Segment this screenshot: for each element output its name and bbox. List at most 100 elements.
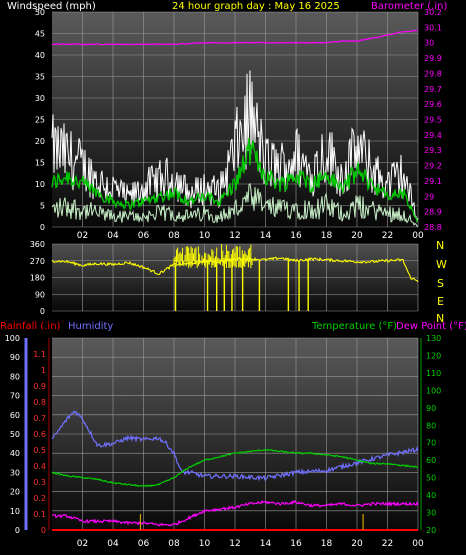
direction-label-e: E	[437, 295, 444, 308]
temperature-y-tick-label: 90	[426, 404, 436, 413]
dewpoint-series	[51, 499, 419, 527]
temperature-y-tick-label: 130	[426, 334, 441, 343]
windspeed-axis-title: Windspeed (mph)	[7, 1, 96, 12]
humidity-y-tick-label: 90	[10, 353, 20, 362]
barometer-y-tick-label: 29.2	[424, 162, 442, 171]
wind-low-series	[51, 182, 419, 228]
barometer-y-tick-label: 28.8	[424, 223, 442, 232]
temperature-y-tick-label: 40	[426, 491, 436, 500]
humidity-y-tick-label: 10	[10, 507, 20, 516]
chart-title: 24 hour graph day : May 16 2025	[172, 1, 340, 12]
wind-x-tick-label: 16	[290, 231, 302, 241]
rainfall-y-tick-label: 0.5	[33, 446, 46, 455]
temperature-y-tick-label: 30	[426, 509, 436, 518]
temperature-y-tick-label: 100	[426, 386, 441, 395]
wind-x-tick-label: 10	[199, 231, 211, 241]
humidity-y-tick-label: 50	[10, 430, 20, 439]
rainfall-y-tick-label: 0.7	[33, 414, 46, 423]
rainfall-y-tick-label: 0.2	[33, 494, 46, 503]
wind-x-tick-label: 12	[229, 231, 240, 241]
humidity-y-tick-label: 60	[10, 411, 20, 420]
direction-y-tick-label: 270	[30, 257, 45, 266]
wind-y-tick-label: 10	[35, 180, 45, 189]
series-layer	[51, 29, 419, 531]
wind-y-tick-label: 20	[35, 137, 45, 146]
axes-layer: 0 5 10 15 20 25 30 35 40 45 50 28.8 28.9 29 29.1 29.2 29…	[5, 8, 442, 549]
rainfall-y-tick-label: 0	[41, 526, 46, 535]
wind-average-series	[51, 137, 419, 223]
dewpoint-axis-title: Dew Point (°F)	[396, 321, 466, 332]
wind-y-tick-label: 15	[35, 159, 45, 168]
climate-x-tick-label: 08	[168, 539, 180, 549]
wind-y-tick-label: 45	[35, 30, 45, 39]
humidity-y-tick-label: 0	[15, 526, 20, 535]
climate-x-tick-label: 18	[321, 539, 333, 549]
humidity-y-tick-label: 100	[5, 334, 20, 343]
climate-x-tick-label: 02	[77, 539, 88, 549]
direction-y-tick-label: 90	[35, 290, 45, 299]
wind-x-tick-label: 00	[412, 231, 424, 241]
climate-x-tick-label: 16	[290, 539, 302, 549]
rainfall-y-tick-label: 0.3	[33, 478, 46, 487]
temperature-y-tick-label: 110	[426, 369, 441, 378]
temperature-y-tick-label: 80	[426, 421, 436, 430]
humidity-y-tick-label: 70	[10, 392, 20, 401]
temperature-y-tick-label: 70	[426, 439, 436, 448]
wind-y-tick-label: 5	[40, 202, 45, 211]
barometer-y-tick-label: 29.4	[424, 131, 442, 140]
wind-y-tick-label: 35	[35, 73, 45, 82]
barometer-y-tick-label: 29	[424, 192, 434, 201]
rainfall-axis-title: Rainfall (.in)	[0, 321, 61, 332]
wind-y-tick-label: 40	[35, 51, 45, 60]
wind-x-tick-label: 04	[107, 231, 119, 241]
barometer-y-tick-label: 29.1	[424, 177, 442, 186]
rainfall-y-tick-label: 0.6	[33, 430, 46, 439]
wind-x-tick-label: 20	[351, 231, 363, 241]
direction-label-n-top: N	[436, 239, 444, 252]
direction-y-tick-label: 360	[30, 240, 45, 249]
humidity-y-tick-label: 40	[10, 449, 20, 458]
wind-x-tick-label: 22	[382, 231, 393, 241]
humidity-y-tick-label: 80	[10, 372, 20, 381]
barometer-y-tick-label: 30.1	[424, 23, 442, 32]
wind-y-tick-label: 25	[35, 116, 45, 125]
climate-x-tick-label: 00	[412, 539, 424, 549]
rainfall-y-tick-label: 0.8	[33, 398, 46, 407]
wind-x-tick-label: 08	[168, 231, 180, 241]
wind-y-tick-label: 0	[40, 223, 45, 232]
temperature-y-tick-label: 50	[426, 474, 436, 483]
climate-x-tick-label: 06	[138, 539, 150, 549]
wind-x-tick-label: 02	[77, 231, 88, 241]
climate-x-tick-label: 04	[107, 539, 119, 549]
humidity-y-tick-label: 20	[10, 488, 20, 497]
temperature-series	[51, 448, 419, 488]
barometer-y-tick-label: 29.3	[424, 146, 442, 155]
direction-label-s: S	[437, 277, 444, 290]
barometer-series	[51, 29, 419, 46]
humidity-axis-title: Humidity	[68, 321, 113, 332]
climate-x-tick-label: 20	[351, 539, 363, 549]
barometer-y-tick-label: 30	[424, 39, 434, 48]
rainfall-y-tick-label: 1.1	[33, 350, 46, 359]
climate-x-tick-label: 12	[229, 539, 240, 549]
humidity-y-tick-label: 30	[10, 468, 20, 477]
direction-label-w: W	[436, 258, 447, 271]
rainfall-y-tick-label: 0.1	[33, 510, 46, 519]
barometer-y-tick-label: 29.5	[424, 116, 442, 125]
wind-x-tick-label: 14	[260, 231, 272, 241]
direction-y-tick-label: 180	[30, 274, 45, 283]
barometer-y-tick-label: 29.6	[424, 100, 442, 109]
barometer-axis-title: Barometer (.in)	[371, 1, 447, 12]
barometer-y-tick-label: 28.9	[424, 208, 442, 217]
direction-y-tick-label: 0	[40, 307, 45, 316]
temperature-y-tick-label: 20	[426, 526, 436, 535]
climate-x-tick-label: 22	[382, 539, 393, 549]
barometer-y-tick-label: 29.8	[424, 69, 442, 78]
rainfall-y-tick-label: 0.4	[33, 462, 46, 471]
barometer-y-tick-label: 29.9	[424, 54, 442, 63]
climate-x-tick-label: 10	[199, 539, 211, 549]
direction-label-n-bottom: N	[436, 312, 444, 325]
wind-y-tick-label: 50	[35, 8, 45, 17]
